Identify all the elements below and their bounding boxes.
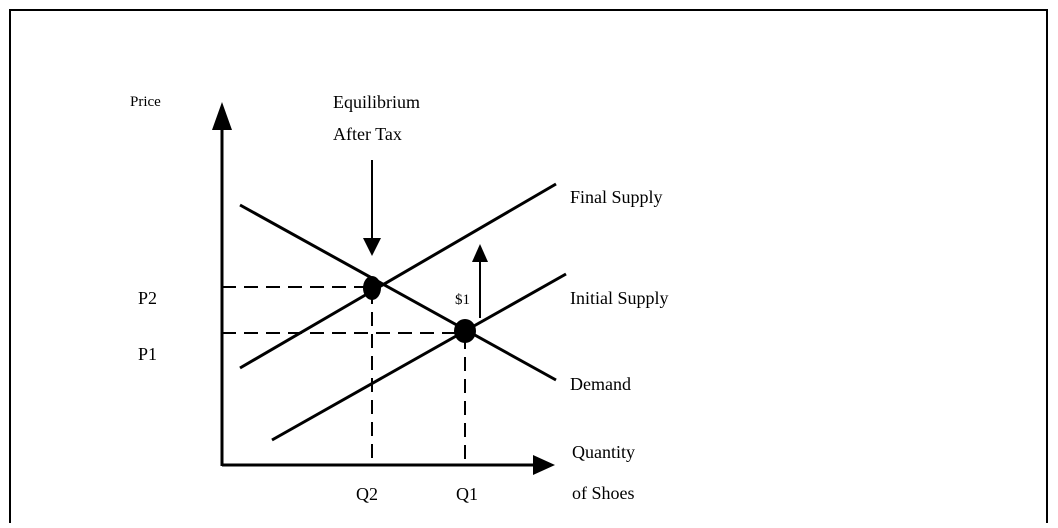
- x-axis-label-line: Quantity: [572, 442, 635, 462]
- p1-label: P1: [138, 344, 157, 364]
- demand-curve: [239, 203, 557, 382]
- initial-supply-curve: [271, 272, 567, 442]
- equilibrium-after-tax: [363, 276, 381, 300]
- final-supply-curve: [239, 182, 557, 370]
- p2-label: P2: [138, 288, 157, 308]
- final-supply-label: Final Supply: [570, 187, 663, 207]
- tax-label: $1: [455, 292, 470, 308]
- annotation-line: After Tax: [333, 124, 402, 144]
- tax-arrowhead: [472, 244, 488, 262]
- x-axis-label-line: of Shoes: [572, 483, 635, 503]
- x-axis-arrow: [533, 455, 555, 475]
- y-axis-arrow: [212, 102, 232, 130]
- initial-supply-label: Initial Supply: [570, 288, 669, 308]
- frame: [9, 9, 1048, 528]
- y-axis-label: Price: [130, 94, 161, 110]
- q1-label: Q1: [456, 484, 478, 504]
- annotation-line: Equilibrium: [333, 92, 420, 112]
- annotation-arrowhead: [363, 238, 381, 256]
- q2-label: Q2: [356, 484, 378, 504]
- demand-label: Demand: [570, 374, 631, 394]
- initial-equilibrium: [454, 319, 476, 343]
